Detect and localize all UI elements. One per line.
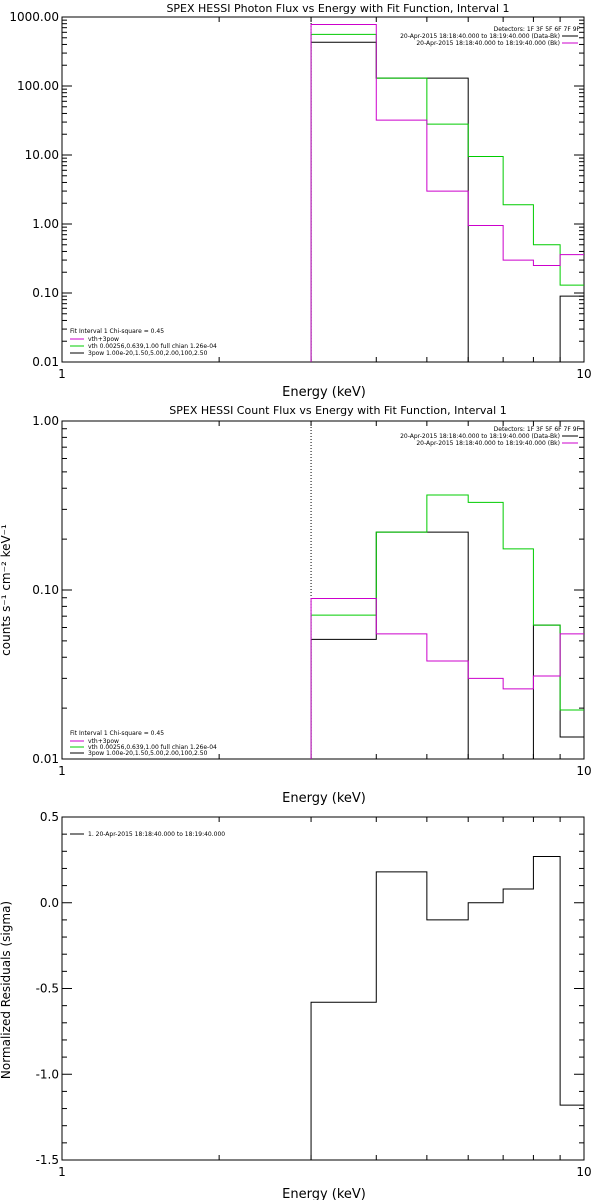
photon-flux-x-tick-label: 10	[576, 367, 591, 381]
photon-flux-y-tick-label: 0.01	[32, 355, 59, 369]
photon-flux-series-magenta	[310, 23, 584, 362]
photon-flux-series-green	[310, 33, 584, 362]
count-flux-panel: SPEX HESSI Count Flux vs Energy with Fit…	[0, 404, 592, 806]
photon-flux-plot-frame	[61, 16, 585, 363]
residuals-legend-text: 1. 20-Apr-2015 18:18:40.000 to 18:19:40.…	[88, 831, 225, 838]
count-flux-legend-data-text: 20-Apr-2015 18:18:40.000 to 18:19:40.000…	[400, 433, 560, 440]
count-flux-title: SPEX HESSI Count Flux vs Energy with Fit…	[169, 404, 506, 417]
photon-flux-fit-line-1: vth+3pow	[88, 336, 119, 343]
photon-flux-fit-line-3: 3pow 1.00e-20,1.50,5.00,2.00,100,2.50	[88, 350, 208, 357]
residuals-y-tick-label: 0.5	[40, 810, 59, 824]
residuals-series-black	[310, 855, 584, 1160]
photon-flux-detectors-label: Detectors: 1F 3F 5F 6F 7F 9F	[494, 26, 581, 33]
photon-flux-y-tick-label: 0.10	[32, 286, 59, 300]
residuals-x-axis-label: Energy (keV)	[282, 1187, 366, 1200]
count-flux-x-tick-label: 1	[58, 764, 66, 778]
count-flux-fit-line-1: vth+3pow	[88, 738, 119, 745]
residuals-y-axis-label: Normalized Residuals (sigma)	[0, 901, 13, 1079]
residuals-y-tick-label: -0.5	[36, 982, 59, 996]
count-flux-series-green	[310, 494, 584, 759]
count-flux-detectors-label: Detectors: 1F 3F 5F 6F 7F 9F	[494, 426, 581, 433]
count-flux-plot-frame	[61, 420, 585, 760]
count-flux-x-tick-label: 10	[576, 764, 591, 778]
count-flux-y-tick-label: 1.00	[32, 414, 59, 428]
photon-flux-fit-header: Fit Interval 1 Chi-square = 0.45	[70, 328, 164, 335]
photon-flux-y-tick-label: 100.00	[17, 79, 59, 93]
count-flux-y-tick-label: 0.10	[32, 583, 59, 597]
count-flux-y-tick-label: 0.01	[32, 752, 59, 766]
photon-flux-series-black	[310, 41, 584, 363]
count-flux-fit-line-3: 3pow 1.00e-20,1.50,5.00,2.00,100,2.50	[88, 750, 208, 757]
photon-flux-y-tick-label: 10.00	[25, 148, 59, 162]
count-flux-y-axis-label: counts s⁻¹ cm⁻² keV⁻¹	[0, 524, 13, 656]
photon-flux-y-tick-label: 1000.00	[9, 10, 59, 24]
count-flux-series-magenta	[310, 598, 584, 759]
residuals-x-tick-label: 1	[58, 1165, 66, 1179]
photon-flux-legend-data-text: 20-Apr-2015 18:18:40.000 to 18:19:40.000…	[400, 33, 560, 40]
count-flux-fit-line-2: vth 0.00256,0.639,1.00 full chian 1.26e-…	[88, 744, 217, 751]
count-flux-series-black	[310, 531, 584, 760]
count-flux-legend-bk-text: 20-Apr-2015 18:18:40.000 to 18:19:40.000…	[416, 440, 560, 447]
residuals-panel: Energy (keV) Normalized Residuals (sigma…	[0, 810, 592, 1200]
photon-flux-legend-bk-text: 20-Apr-2015 18:18:40.000 to 18:19:40.000…	[416, 40, 560, 47]
residuals-x-tick-label: 10	[576, 1165, 591, 1179]
residuals-plot-frame	[61, 816, 585, 1161]
photon-flux-y-tick-label: 1.00	[32, 217, 59, 231]
count-flux-x-axis-label: Energy (keV)	[282, 791, 366, 806]
photon-flux-x-tick-label: 1	[58, 367, 66, 381]
count-flux-fit-header: Fit Interval 1 Chi-square = 0.45	[70, 730, 164, 737]
residuals-y-tick-label: -1.5	[36, 1153, 59, 1167]
photon-flux-panel: SPEX HESSI Photon Flux vs Energy with Fi…	[9, 2, 591, 400]
photon-flux-title: SPEX HESSI Photon Flux vs Energy with Fi…	[166, 2, 509, 15]
residuals-y-tick-label: -1.0	[36, 1067, 59, 1081]
photon-flux-x-axis-label: Energy (keV)	[282, 385, 366, 400]
residuals-y-tick-label: 0.0	[40, 896, 59, 910]
photon-flux-fit-line-2: vth 0.00256,0.639,1.00 full chian 1.26e-…	[88, 343, 217, 350]
